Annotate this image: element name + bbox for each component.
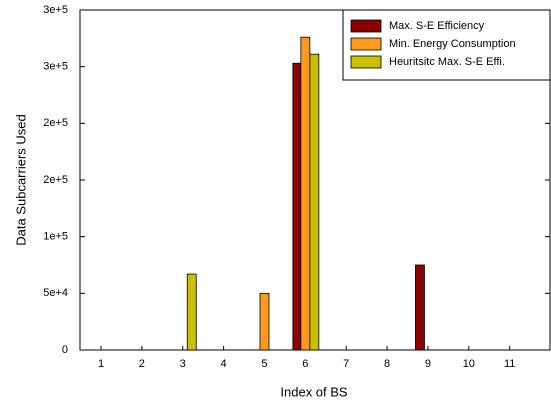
x-tick-label: 9 <box>425 358 431 370</box>
x-tick-label: 11 <box>504 358 515 370</box>
bar <box>415 264 425 351</box>
x-tick-label: 6 <box>302 358 308 370</box>
bar <box>300 36 311 351</box>
legend-label: Max. S-E Efficiency <box>389 20 485 32</box>
legend-label: Min. Energy Consumption <box>389 38 516 50</box>
y-axis-label: Data Subcarriers Used <box>13 114 28 246</box>
x-tick-label: 8 <box>384 358 390 370</box>
bar <box>309 53 320 351</box>
legend-swatch <box>350 37 382 51</box>
bar <box>186 273 197 351</box>
y-tick-label: 3e+5 <box>43 61 68 73</box>
y-tick-label: 2e+5 <box>43 174 68 186</box>
y-tick-label: 5e+4 <box>43 287 68 299</box>
y-tick-label: 0 <box>62 344 68 356</box>
y-tick-label: 2e+5 <box>43 117 68 129</box>
bar <box>259 292 270 351</box>
legend-swatch <box>350 55 382 69</box>
x-tick-label: 1 <box>98 358 104 370</box>
x-tick-label: 3 <box>180 358 186 370</box>
x-tick-label: 10 <box>463 358 475 370</box>
x-tick-label: 5 <box>261 358 267 370</box>
x-axis-label: Index of BS <box>280 384 348 399</box>
x-tick-label: 4 <box>221 358 227 370</box>
x-tick-label: 7 <box>343 358 349 370</box>
legend-swatch <box>350 19 382 33</box>
legend-label: Heuritsitc Max. S-E Effi. <box>389 56 505 68</box>
y-tick-label: 3e+5 <box>43 4 68 16</box>
y-tick-label: 1e+5 <box>43 231 68 243</box>
x-tick-label: 2 <box>139 358 145 370</box>
